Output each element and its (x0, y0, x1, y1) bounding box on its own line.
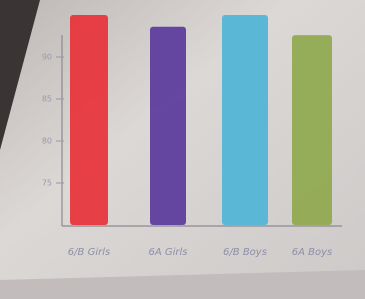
bar (222, 15, 268, 225)
x-tick-label: 6/B Girls (68, 247, 110, 258)
x-tick-label: 6A Boys (292, 247, 333, 258)
x-tick-label: 6A Girls (148, 247, 187, 258)
chart: 75 80 85 90 6/B Girls 6A Girls 6/B Boys 6A Boys (0, 0, 365, 299)
page: {"chart_data": {"type": "bar", "categori… (0, 0, 365, 299)
x-tick-label: 6/B Boys (223, 247, 267, 258)
y-tick-label: 90 (42, 53, 52, 62)
y-tick-label: 80 (42, 137, 52, 146)
y-tick-label: 85 (42, 95, 52, 104)
bar (292, 35, 332, 225)
bar (150, 27, 186, 225)
bar (70, 15, 108, 225)
y-tick-label: 75 (42, 179, 52, 188)
